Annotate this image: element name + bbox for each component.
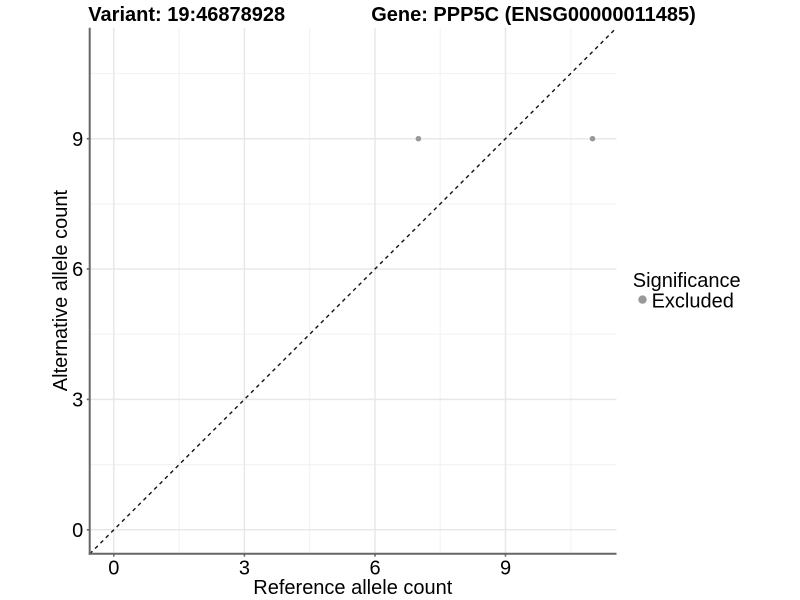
svg-text:3: 3 — [239, 558, 250, 580]
svg-text:Excluded: Excluded — [652, 291, 734, 313]
svg-text:3: 3 — [72, 390, 83, 412]
svg-text:9: 9 — [72, 129, 83, 151]
svg-text:Gene: PPP5C (ENSG00000011485): Gene: PPP5C (ENSG00000011485) — [371, 4, 696, 26]
svg-text:0: 0 — [108, 558, 119, 580]
svg-text:9: 9 — [500, 558, 511, 580]
svg-text:Variant: 19:46878928: Variant: 19:46878928 — [88, 4, 285, 26]
svg-text:6: 6 — [369, 558, 380, 580]
svg-text:0: 0 — [72, 520, 83, 542]
svg-text:Significance: Significance — [633, 270, 741, 292]
svg-text:6: 6 — [72, 259, 83, 281]
svg-text:Reference allele count: Reference allele count — [253, 577, 452, 599]
svg-text:Alternative allele count: Alternative allele count — [50, 190, 72, 392]
